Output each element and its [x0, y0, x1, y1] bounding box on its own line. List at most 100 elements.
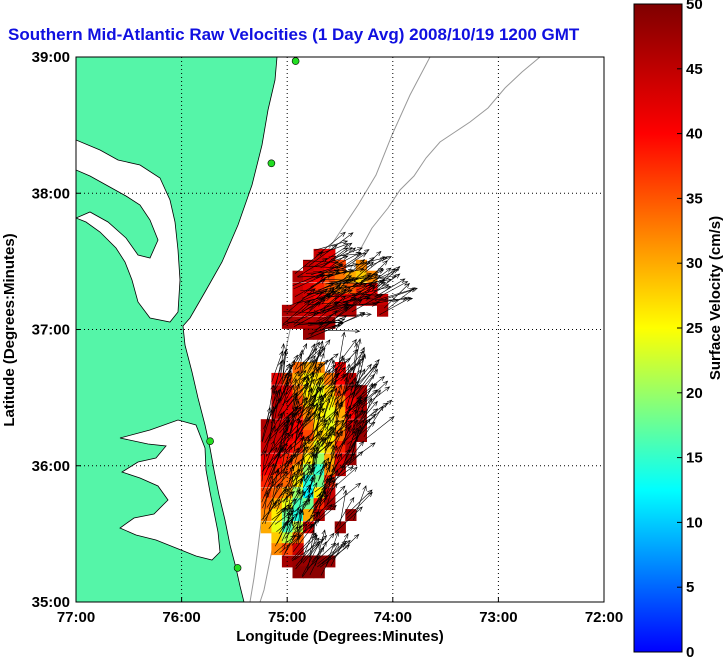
- velocity-cell: [313, 270, 325, 283]
- velocity-cell: [334, 453, 346, 466]
- velocity-arrow: [271, 446, 283, 476]
- velocity-arrow: [289, 291, 324, 306]
- velocity-arrow: [324, 298, 358, 313]
- colorbar-tick-label: 20: [686, 385, 703, 402]
- velocity-arrow: [318, 385, 336, 403]
- velocity-cell: [324, 555, 336, 568]
- velocity-arrow: [282, 524, 302, 557]
- velocity-arrow: [263, 491, 269, 520]
- velocity-arrow: [285, 376, 306, 405]
- velocity-arrow: [346, 281, 373, 304]
- velocity-cell: [355, 283, 367, 295]
- velocity-cell: [303, 475, 315, 487]
- velocity-arrow: [320, 306, 349, 331]
- velocity-arrow: [261, 449, 267, 482]
- velocity-arrow: [327, 469, 339, 505]
- velocity-arrow: [357, 285, 392, 296]
- velocity-cell: [345, 396, 357, 408]
- velocity-cell: [271, 419, 283, 432]
- velocity-cell: [281, 498, 294, 511]
- velocity-arrow: [304, 358, 318, 381]
- velocity-cell: [292, 498, 304, 511]
- velocity-arrow: [302, 546, 325, 578]
- velocity-arrow: [314, 240, 349, 251]
- velocity-cell: [281, 385, 294, 398]
- velocity-arrow: [345, 300, 381, 307]
- velocity-arrow: [261, 498, 281, 521]
- velocity-arrow: [328, 366, 346, 387]
- velocity-arrow: [323, 467, 336, 503]
- velocity-cell: [355, 430, 367, 442]
- velocity-arrow: [283, 506, 288, 526]
- velocity-arrow: [373, 273, 401, 293]
- velocity-arrow: [296, 347, 318, 370]
- velocity-arrow: [271, 350, 284, 383]
- velocity-cell: [303, 362, 315, 374]
- velocity-arrow: [359, 397, 373, 433]
- velocity-arrow: [273, 433, 294, 460]
- velocity-arrow: [331, 372, 339, 397]
- velocity-cell: [334, 430, 346, 442]
- velocity-arrow: [324, 429, 335, 456]
- velocity-arrow: [332, 400, 340, 424]
- velocity-arrow: [303, 343, 316, 369]
- velocity-arrow: [315, 352, 325, 377]
- velocity-arrow: [297, 257, 328, 278]
- y-tick-label: 37:00: [32, 322, 70, 339]
- velocity-arrow: [295, 537, 320, 567]
- velocity-arrow: [325, 419, 345, 437]
- velocity-arrow: [320, 542, 339, 576]
- velocity-cell: [271, 487, 283, 500]
- x-tick-label: 75:00: [268, 609, 306, 626]
- velocity-cell: [281, 407, 294, 419]
- velocity-arrow: [378, 296, 414, 302]
- velocity-arrow: [283, 443, 292, 474]
- velocity-arrow: [348, 380, 359, 413]
- velocity-cell: [313, 304, 325, 317]
- colorbar-tick-label: 35: [686, 190, 703, 207]
- velocity-arrow: [336, 267, 365, 275]
- velocity-arrow: [301, 511, 321, 534]
- colorbar-tick-label: 15: [686, 450, 703, 467]
- velocity-arrow: [334, 496, 355, 529]
- velocity-cell: [271, 453, 283, 466]
- colorbar-tick-label: 40: [686, 126, 703, 143]
- velocity-arrow: [261, 406, 272, 442]
- velocity-arrow: [353, 338, 362, 374]
- velocity-arrow: [272, 372, 289, 405]
- velocity-arrow: [282, 312, 317, 326]
- velocity-cell: [324, 259, 336, 272]
- velocity-arrow: [337, 338, 357, 366]
- velocity-cell: [281, 430, 294, 442]
- velocity-arrow: [379, 297, 412, 315]
- velocity-arrow: [304, 466, 316, 482]
- velocity-arrow: [357, 359, 380, 388]
- velocity-cell: [324, 248, 336, 261]
- velocity-arrow: [318, 231, 346, 255]
- velocity-cell: [292, 543, 304, 556]
- velocity-arrow: [290, 392, 298, 426]
- velocity-arrow: [353, 398, 362, 433]
- velocity-arrow: [288, 288, 316, 312]
- radar-site-marker: [267, 159, 276, 168]
- velocity-arrow: [326, 278, 350, 302]
- colorbar-tick-label: 30: [686, 255, 703, 272]
- colorbar-tick-label: 45: [686, 61, 703, 78]
- velocity-arrow: [300, 441, 307, 469]
- velocity-arrow: [295, 378, 315, 403]
- velocity-cell: [292, 430, 304, 442]
- velocity-cell: [345, 283, 357, 295]
- velocity-cell: [355, 419, 367, 432]
- velocity-cell: [313, 555, 325, 568]
- velocity-arrow: [284, 520, 300, 539]
- colorbar-tick-label: 10: [686, 514, 703, 531]
- velocity-arrow: [296, 471, 305, 493]
- bathymetry-contour-inner: [249, 57, 431, 602]
- velocity-arrow: [318, 459, 326, 480]
- velocity-arrow: [328, 263, 359, 273]
- velocity-arrow: [312, 402, 319, 433]
- velocity-cell: [366, 283, 378, 295]
- velocity-arrow: [311, 415, 321, 442]
- velocity-arrow: [268, 426, 289, 454]
